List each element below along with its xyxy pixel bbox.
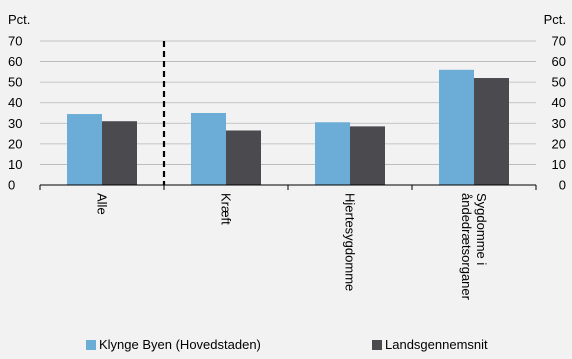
bar-landsgennemsnit-2 <box>350 126 385 185</box>
y-tick-right-20: 20 <box>552 136 566 151</box>
legend-label-klynge-byen: Klynge Byen (Hovedstaden) <box>99 337 261 352</box>
legend-label-landsgennemsnit: Landsgennemsnit <box>385 337 488 352</box>
legend-item-klynge-byen: Klynge Byen (Hovedstaden) <box>86 337 261 352</box>
bars <box>67 69 509 185</box>
legend-swatch-landsgennemsnit <box>372 339 382 350</box>
y-tick-right-30: 30 <box>552 116 566 131</box>
y-tick-left-20: 20 <box>8 136 22 151</box>
bar-landsgennemsnit-0 <box>102 121 137 185</box>
y-tick-right-0: 0 <box>559 178 566 193</box>
bar-landsgennemsnit-3 <box>474 78 509 185</box>
x-tick-label-line: Alle <box>95 193 110 215</box>
x-tick-label-line: åndedrætsorganer <box>459 193 474 301</box>
y-tick-left-30: 30 <box>8 116 22 131</box>
x-tick-label-line: Sygdomme i <box>474 193 489 265</box>
y-tick-right-40: 40 <box>552 95 566 110</box>
y-tick-right-60: 60 <box>552 54 566 69</box>
y-tick-left-40: 40 <box>8 95 22 110</box>
x-tick-label-2: Hjertesygdomme <box>343 193 358 291</box>
x-tick-label-line: Kræft <box>219 193 234 225</box>
x-tick-label-3: Sygdomme iåndedrætsorganer <box>459 193 489 301</box>
bar-klynge-byen-3 <box>439 69 474 185</box>
x-tick-label-0: Alle <box>95 193 110 215</box>
legend-swatch-klynge-byen <box>86 339 96 350</box>
y-tick-right-50: 50 <box>552 75 566 90</box>
legend: Klynge Byen (Hovedstaden) Landsgennemsni… <box>0 337 572 357</box>
y-axis-label-right: Pct. <box>544 12 566 27</box>
y-tick-right-70: 70 <box>552 34 566 49</box>
bar-klynge-byen-2 <box>315 122 350 185</box>
y-tick-left-0: 0 <box>8 178 15 193</box>
axis-labels: 0 0 10 10 20 20 30 30 40 40 50 50 60 60 70 70 Pct. Pct. Al… <box>8 12 566 301</box>
legend-item-landsgennemsnit: Landsgennemsnit <box>372 337 488 352</box>
y-tick-left-60: 60 <box>8 54 22 69</box>
bar-landsgennemsnit-1 <box>226 130 261 185</box>
y-tick-left-10: 10 <box>8 157 22 172</box>
y-axis-label-left: Pct. <box>8 12 30 27</box>
x-tick-label-line: Hjertesygdomme <box>343 193 358 291</box>
bar-klynge-byen-1 <box>191 113 226 185</box>
x-tick-label-1: Kræft <box>219 193 234 225</box>
y-tick-left-70: 70 <box>8 34 22 49</box>
bar-klynge-byen-0 <box>67 114 102 185</box>
y-tick-right-10: 10 <box>552 157 566 172</box>
axes <box>39 41 537 190</box>
y-tick-left-50: 50 <box>8 75 22 90</box>
